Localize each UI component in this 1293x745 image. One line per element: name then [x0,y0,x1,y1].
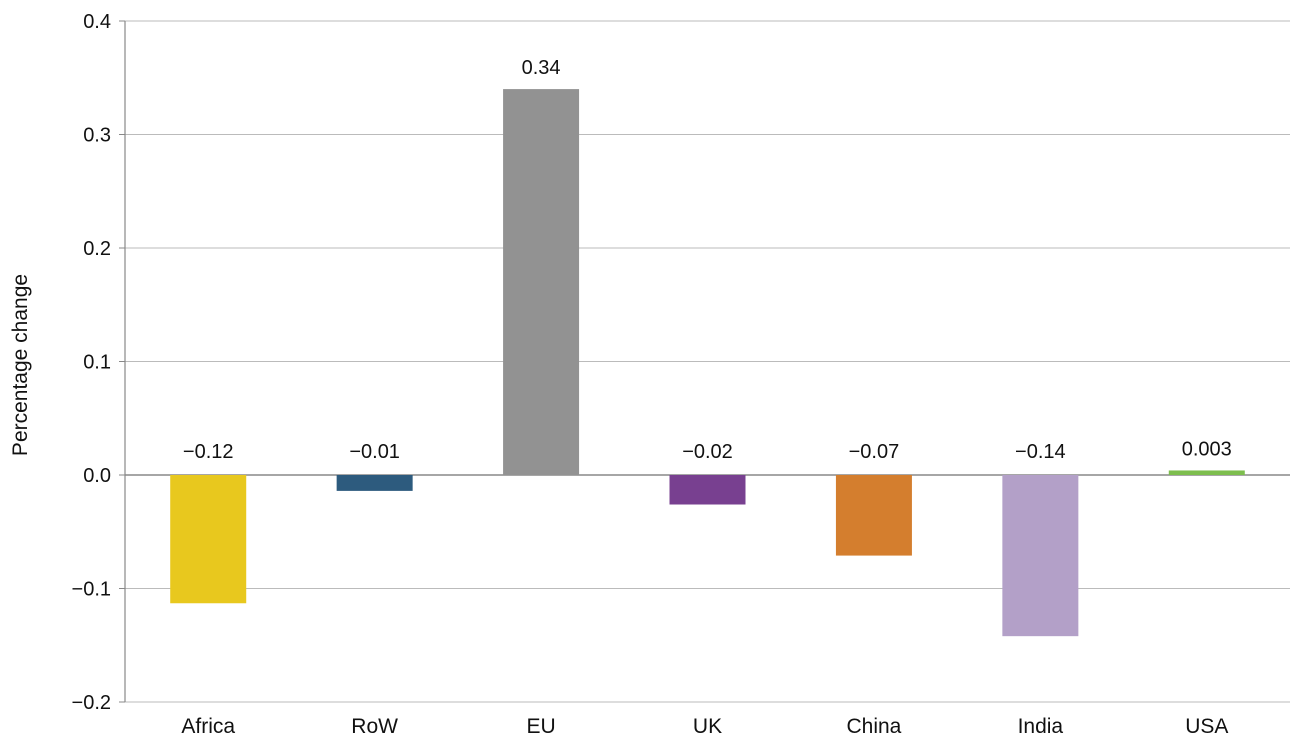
bar-eu [503,89,580,475]
y-tick-label: 0.0 [83,465,111,487]
x-tick-label: EU [526,715,555,738]
bar-china [835,475,912,556]
y-axis-label: Percentage change [9,274,32,456]
y-tick-label: −0.2 [72,692,111,714]
x-tick-label: USA [1185,715,1228,738]
data-labels: −0.12 −0.01 0.34 −0.02 −0.07 −0.14 0.003 [183,57,1232,463]
data-label: 0.003 [1182,438,1232,460]
x-tick-label: RoW [351,715,398,738]
x-tick-label: India [1018,715,1064,738]
bar-row [336,475,413,491]
bars [170,89,1245,637]
x-tick-label: China [846,715,901,738]
bar-africa [170,475,247,604]
data-label: 0.34 [522,57,561,79]
x-tick-label: UK [693,715,722,738]
y-tick-label: 0.1 [83,352,111,374]
axes: 0.4 0.3 0.2 0.1 0.0 −0.1 −0.2 Africa RoW EU UK Chin… [72,11,1229,738]
y-tick-label: 0.2 [83,238,111,260]
bar-uk [669,475,746,505]
data-label: −0.01 [349,441,400,463]
x-tick-label: Africa [181,715,235,738]
y-tick-label: 0.3 [83,125,111,147]
gridlines [125,20,1290,703]
y-tick-label: 0.4 [83,11,111,33]
bar-india [1002,475,1079,637]
data-label: −0.12 [183,441,234,463]
data-label: −0.02 [682,441,733,463]
data-label: −0.14 [1015,441,1066,463]
bar-usa [1168,470,1245,475]
y-tick-label: −0.1 [72,579,111,601]
data-label: −0.07 [849,441,900,463]
